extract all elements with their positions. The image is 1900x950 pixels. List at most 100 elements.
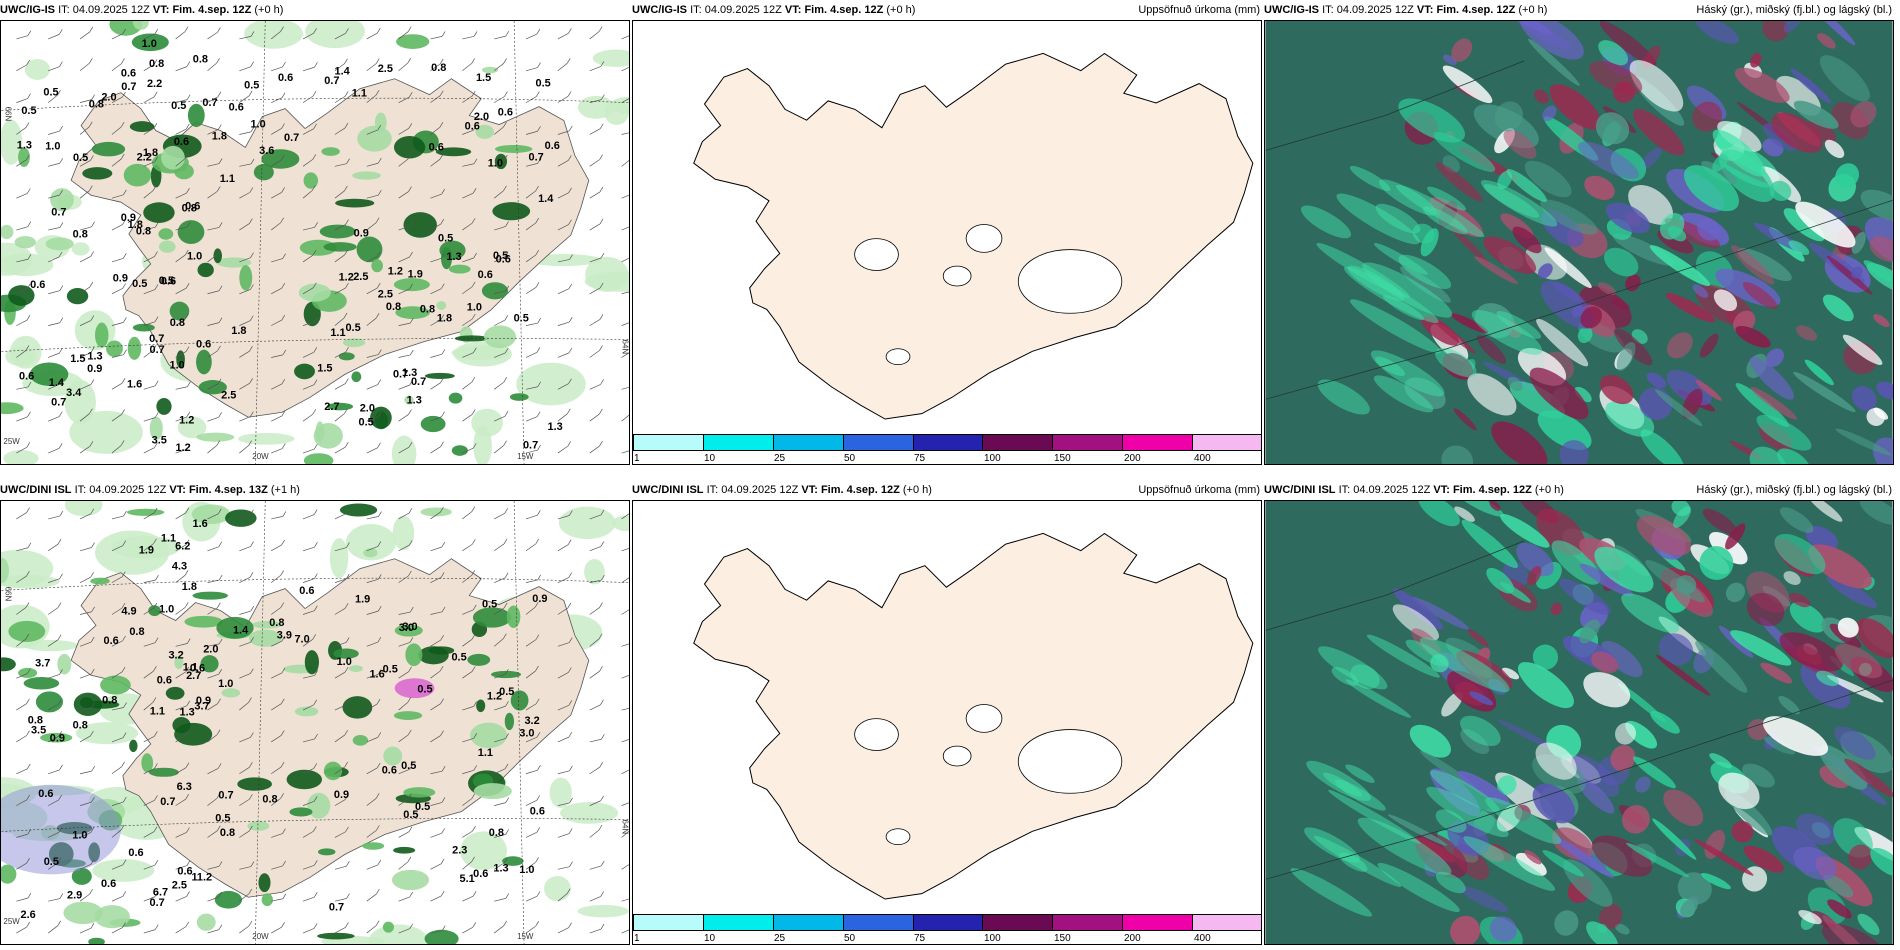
- longitude-label: 20W: [252, 932, 269, 941]
- wind-barb: [366, 546, 379, 552]
- wind-barb: [366, 703, 378, 711]
- latitude-line: [1, 338, 629, 352]
- precip-area: [132, 323, 155, 332]
- wind-barb: [525, 386, 538, 390]
- wind-barb: [462, 830, 473, 838]
- wind-barb: [398, 158, 409, 167]
- precip-area: [303, 172, 319, 189]
- cloud-cover-area: [1621, 593, 1680, 633]
- precip-value-label: 0.8: [73, 720, 88, 732]
- precip-value-label: 0.6: [278, 72, 293, 84]
- precip-area: [307, 792, 331, 819]
- cloud-cover-area: [1441, 445, 1474, 464]
- map-frame[interactable]: [1264, 500, 1894, 945]
- wind-barb: [494, 352, 506, 358]
- colorbar-label: 50: [844, 933, 856, 944]
- precip-value-label: 0.8: [149, 58, 164, 70]
- grid-line: [1265, 679, 1893, 880]
- precip-value-label: 3.2: [524, 715, 539, 727]
- longitude-label: 20W: [252, 452, 269, 461]
- wind-barb: [239, 514, 251, 520]
- wind-barb: [271, 192, 282, 199]
- wind-barb: [525, 800, 537, 806]
- wind-barb: [111, 829, 122, 838]
- wind-barb: [143, 33, 155, 40]
- precip-area: [560, 801, 619, 824]
- precip-value-label: 2.5: [353, 271, 368, 283]
- wind-barb: [239, 163, 252, 167]
- precip-value-label: 1.0: [337, 656, 352, 668]
- wind-barb: [302, 351, 314, 358]
- wind-barb: [48, 898, 60, 902]
- precip-value-label: 1.0: [218, 678, 233, 690]
- valid-time: Fim. 4.sep. 12Z: [804, 4, 884, 16]
- map-frame[interactable]: 66N 64N 25W 20W 15W 1.0 1.0 0.8 1.4 1.0 0.5 0.7 0.6 0…: [0, 20, 630, 465]
- map-frame[interactable]: 1 10 25 50 75 100 150 200 400: [632, 20, 1262, 465]
- cloud-cover-area: [1577, 326, 1593, 344]
- map-frame[interactable]: 1 10 25 50 75 100 150 200 400: [632, 500, 1262, 945]
- precip-value-label: 0.9: [354, 228, 369, 240]
- wind-barb: [207, 768, 219, 775]
- wind-barb: [111, 126, 122, 135]
- wind-barb: [493, 63, 504, 72]
- map-frame[interactable]: [1264, 20, 1894, 465]
- cloud-cover-area: [1655, 389, 1703, 427]
- cloud-cover-area: [1725, 582, 1746, 603]
- cloud-cover-area: [1460, 886, 1509, 913]
- precip-value-label: 2.6: [21, 909, 36, 921]
- precip-value-label: 1.3: [17, 139, 32, 151]
- wind-barb: [398, 861, 409, 870]
- lead-time: (+0 h): [1518, 4, 1548, 16]
- precip-value-label: 6.2: [175, 540, 190, 552]
- wind-barb: [589, 638, 600, 647]
- precip-area: [420, 507, 452, 517]
- cloud-cover-area: [1442, 54, 1457, 66]
- wind-barb: [430, 639, 441, 647]
- cloud-cover-area: [1769, 180, 1792, 202]
- cloud-cover-area: [1762, 716, 1829, 756]
- precip-area: [577, 904, 629, 918]
- precip-area: [45, 237, 74, 251]
- wind-barb: [48, 352, 60, 358]
- wind-barb: [493, 190, 504, 199]
- precip-value-label: 0.8: [89, 99, 104, 111]
- precip-value-label: 0.6: [498, 106, 513, 118]
- it-label: IT:: [74, 484, 87, 496]
- wind-barb: [207, 798, 218, 806]
- colorbar: 1 10 25 50 75 100 150 200 400: [633, 914, 1261, 944]
- wind-barb: [302, 800, 315, 806]
- colorbar-swatch: [1053, 915, 1124, 930]
- precip-area: [370, 406, 392, 429]
- precip-value-label: 0.8: [420, 303, 435, 315]
- wind-barb: [621, 98, 629, 103]
- cloud-cover-area: [1636, 515, 1692, 556]
- wind-barb: [462, 447, 474, 454]
- wind-barb: [398, 384, 410, 390]
- wind-barb: [334, 317, 345, 326]
- cloud-cover-area: [1635, 776, 1651, 793]
- precip-value-label: 1.8: [128, 219, 143, 231]
- wind-barb: [175, 226, 188, 231]
- precip-value-label: 0.6: [19, 370, 34, 382]
- precip-area: [174, 655, 184, 670]
- precip-value-label: 1.0: [170, 360, 185, 372]
- wind-barb: [271, 66, 283, 72]
- precip-value-label: 2.3: [452, 844, 467, 856]
- precip-area: [187, 103, 205, 128]
- map-frame[interactable]: 66N 64N 25W 20W 15W 0.9 0.6 0.5 0.6 0.8 0.6 0.9 1.0 0…: [0, 500, 630, 945]
- cloud-cover-area: [1800, 662, 1851, 709]
- wind-barb: [175, 575, 186, 583]
- precip-area: [1, 402, 24, 415]
- colorbar-label: 200: [1124, 453, 1141, 464]
- cloud-cover-area: [1826, 575, 1877, 608]
- cloud-cover-area: [1591, 651, 1619, 674]
- colorbar-label: 25: [774, 933, 786, 944]
- wind-barb: [430, 193, 442, 199]
- glacier-outline: [854, 238, 899, 271]
- wind-barb: [111, 354, 124, 358]
- wind-barb: [494, 226, 506, 231]
- precip-area: [352, 171, 381, 180]
- precip-value-label: 2.7: [186, 670, 201, 682]
- precip-area: [127, 336, 142, 360]
- wind-barb: [239, 546, 251, 552]
